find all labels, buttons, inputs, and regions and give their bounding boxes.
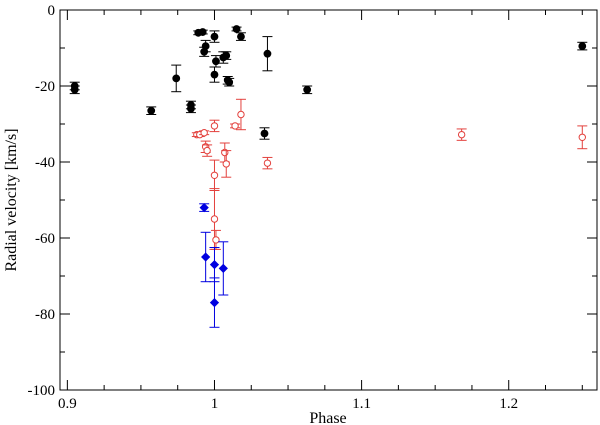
plot-frame (59, 9, 598, 391)
data-point (147, 106, 156, 115)
series-1 (69, 25, 588, 140)
data-point (200, 129, 208, 137)
y-tick-label: 0 (48, 3, 56, 19)
data-point (578, 42, 587, 50)
data-point (260, 129, 269, 138)
y-tick-label: -60 (35, 231, 55, 247)
plot-area (69, 25, 588, 328)
data-point (187, 104, 195, 113)
data-point (70, 85, 79, 94)
data-point (222, 51, 231, 60)
y-tick-label: -20 (35, 79, 55, 95)
y-axis-title: Radial velocity [km/s] (3, 128, 20, 271)
data-point (210, 32, 219, 41)
data-point (263, 159, 272, 167)
data-point (263, 49, 272, 58)
data-point (237, 110, 245, 119)
y-tick-label: -80 (35, 307, 55, 323)
data-point (203, 146, 211, 155)
data-point (210, 215, 219, 223)
data-point (172, 74, 181, 83)
x-tick-label: 0.9 (58, 396, 77, 412)
data-point (210, 171, 219, 180)
data-point (209, 259, 220, 270)
data-point (209, 297, 220, 308)
data-point (212, 57, 220, 66)
data-point (231, 122, 239, 130)
data-point (210, 122, 219, 130)
data-point (578, 133, 586, 142)
x-axis-title: Phase (309, 410, 346, 425)
data-point (201, 42, 210, 50)
data-point (199, 202, 209, 213)
data-point (198, 28, 207, 36)
data-point (232, 25, 241, 33)
data-point (218, 263, 228, 274)
x-tick-label: 1 (211, 396, 219, 412)
data-point (225, 78, 234, 87)
data-point (210, 70, 219, 79)
series-3 (199, 202, 229, 328)
series-2 (191, 98, 588, 250)
data-point (222, 160, 230, 168)
data-point (237, 32, 245, 41)
data-point (457, 130, 466, 139)
data-point (201, 252, 211, 262)
axes: 0.9 1 1.1 1.2 -100 -80 -60 -40 -20 0 (28, 3, 597, 412)
data-point (212, 236, 220, 244)
y-tick-label: -40 (35, 155, 55, 171)
x-tick-label: 1.1 (352, 396, 371, 412)
y-tick-label: -100 (28, 383, 56, 399)
data-point (303, 85, 312, 94)
x-tick-label: 1.2 (499, 396, 518, 412)
